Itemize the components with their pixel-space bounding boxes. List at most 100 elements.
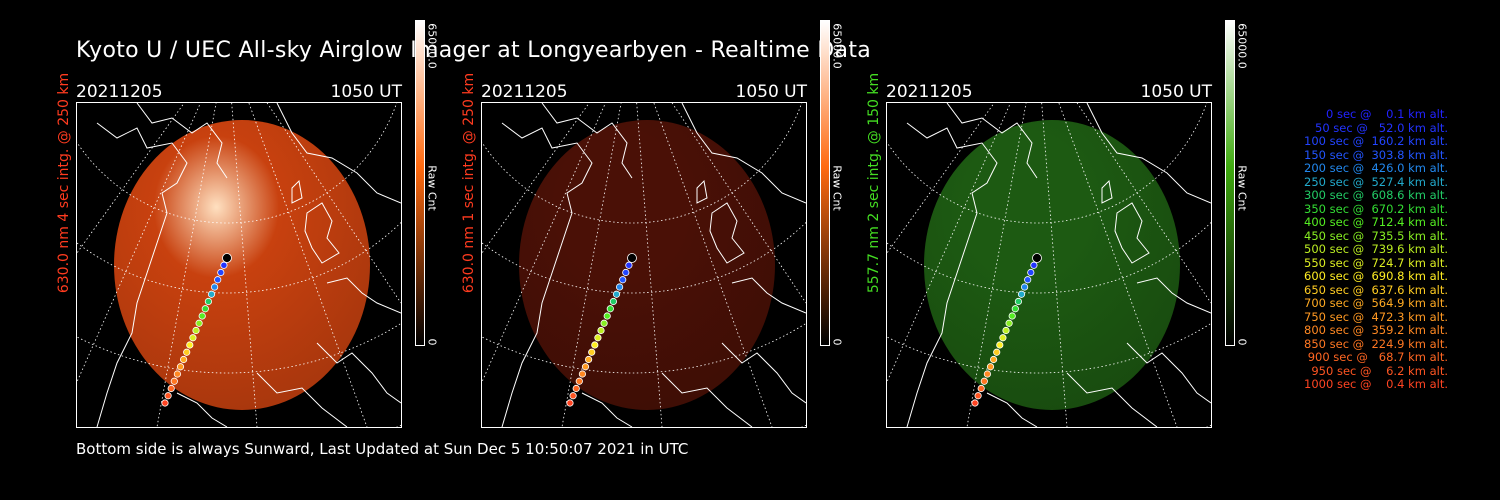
legend-entry: 700 sec @ 564.9 km alt. <box>1304 296 1448 310</box>
trajectory-point <box>201 305 209 313</box>
panel-time: 1050 UT <box>735 82 808 102</box>
trajectory-point <box>625 261 633 269</box>
trajectory-point <box>192 326 200 335</box>
legend-entry: 650 sec @ 637.6 km alt. <box>1304 282 1448 297</box>
legend-entry: 600 sec @ 690.8 km alt. <box>1304 269 1448 283</box>
trajectory-point <box>204 297 212 306</box>
trajectory-point <box>597 326 605 335</box>
panel-3-wavelength-label: 557.7 nm 2 sec intg. @ 150 km <box>866 72 882 294</box>
trajectory-point <box>189 334 197 342</box>
legend-entry: 200 sec @ 426.0 km alt. <box>1304 161 1448 175</box>
legend-entry: 800 sec @ 359.2 km alt. <box>1304 323 1448 337</box>
colorbar-labels: 65000.0 Raw Cnt 0 <box>1235 23 1249 346</box>
trajectory-point <box>173 370 182 378</box>
trajectory-point <box>1017 290 1026 298</box>
page-title: Kyoto U / UEC All-sky Airglow Imager at … <box>76 38 872 63</box>
legend-entry: 350 sec @ 670.2 km alt. <box>1304 201 1448 216</box>
trajectory-point <box>622 268 630 277</box>
trajectory-point <box>990 355 998 364</box>
panel-time: 1050 UT <box>1140 82 1213 102</box>
legend-entry: 500 sec @ 739.6 km alt. <box>1304 242 1448 256</box>
sky-image <box>924 120 1180 410</box>
trajectory-point <box>1024 276 1032 284</box>
airglow-panel-3: 20211205 1050 UT <box>886 82 1216 430</box>
trajectory-point <box>606 305 614 313</box>
panel-date: 20211205 <box>76 82 163 102</box>
panel-date: 20211205 <box>886 82 973 102</box>
legend-entry: 450 sec @ 735.5 km alt. <box>1304 228 1448 243</box>
trajectory-point <box>588 348 596 356</box>
trajectory-point <box>164 392 172 400</box>
trajectory-point <box>222 253 232 263</box>
trajectory-point <box>575 377 583 385</box>
trajectory-point <box>996 341 1004 349</box>
trajectory-point <box>980 377 988 385</box>
colorbar <box>820 20 830 346</box>
legend-entry: 1000 sec @ 0.4 km alt. <box>1304 377 1448 391</box>
legend-entry: 900 sec @ 68.7 km alt. <box>1307 350 1448 364</box>
trajectory-point <box>167 384 175 393</box>
trajectory-point <box>619 276 627 284</box>
trajectory-point <box>999 334 1007 342</box>
trajectory-legend: 0 sec @ 0.1 km alt. 50 sec @ 52.0 km alt.… <box>1268 107 1448 392</box>
panel-2-wavelength-label: 630.0 nm 1 sec intg. @ 250 km <box>461 72 477 294</box>
allsky-image <box>481 102 807 428</box>
trajectory-point <box>971 399 979 407</box>
colorbar <box>1225 20 1235 346</box>
trajectory-point <box>186 341 194 349</box>
trajectory-point <box>585 355 593 364</box>
legend-entry: 250 sec @ 527.4 km alt. <box>1304 174 1448 189</box>
trajectory-point <box>1005 319 1013 327</box>
trajectory-point <box>1032 253 1042 263</box>
trajectory-point <box>566 399 574 407</box>
trajectory-point <box>603 312 611 320</box>
legend-entry: 850 sec @ 224.9 km alt. <box>1304 336 1448 351</box>
legend-entry: 750 sec @ 472.3 km alt. <box>1304 309 1448 324</box>
sky-image <box>114 120 370 410</box>
airglow-panel-2: 20211205 1050 UT <box>481 82 811 430</box>
trajectory-point <box>983 370 992 378</box>
trajectory-point <box>1027 268 1035 277</box>
allsky-image <box>76 102 402 428</box>
trajectory-point <box>993 348 1001 356</box>
legend-entry: 400 sec @ 712.4 km alt. <box>1304 215 1448 229</box>
trajectory-point <box>581 363 590 371</box>
trajectory-point <box>220 261 228 269</box>
trajectory-point <box>195 319 203 327</box>
colorbar <box>415 20 425 346</box>
legend-entry: 300 sec @ 608.6 km alt. <box>1304 188 1448 202</box>
trajectory-point <box>986 363 995 371</box>
footer-note: Bottom side is always Sunward, Last Upda… <box>76 440 689 458</box>
trajectory-point <box>612 290 621 298</box>
trajectory-point <box>161 399 169 407</box>
trajectory-point <box>170 377 178 385</box>
trajectory-point <box>180 355 188 364</box>
panel-date: 20211205 <box>481 82 568 102</box>
trajectory-point <box>211 283 219 291</box>
trajectory-point <box>207 290 216 298</box>
trajectory-point <box>214 276 222 284</box>
trajectory-point <box>1011 305 1019 313</box>
trajectory-point <box>627 253 637 263</box>
trajectory-point <box>1008 312 1016 320</box>
trajectory-point <box>569 392 577 400</box>
airglow-panel-1: 20211205 1050 UT <box>76 82 406 430</box>
trajectory-point <box>977 384 985 393</box>
trajectory-point <box>974 392 982 400</box>
trajectory-point <box>198 312 206 320</box>
trajectory-point <box>578 370 587 378</box>
trajectory-point <box>1021 283 1029 291</box>
trajectory-point <box>600 319 608 327</box>
trajectory-point <box>616 283 624 291</box>
trajectory-point <box>594 334 602 342</box>
legend-entry: 50 sec @ 52.0 km alt. <box>1315 120 1448 135</box>
legend-entry: 0 sec @ 0.1 km alt. <box>1325 107 1448 121</box>
legend-entry: 550 sec @ 724.7 km alt. <box>1304 255 1448 270</box>
sky-image <box>519 120 775 410</box>
trajectory-point <box>1002 326 1010 335</box>
panel-1-wavelength-label: 630.0 nm 4 sec intg. @ 250 km <box>56 72 72 294</box>
trajectory-point <box>183 348 191 356</box>
legend-entry: 950 sec @ 6.2 km alt. <box>1311 363 1448 378</box>
legend-entry: 100 sec @ 160.2 km alt. <box>1304 134 1448 148</box>
trajectory-point <box>1030 261 1038 269</box>
